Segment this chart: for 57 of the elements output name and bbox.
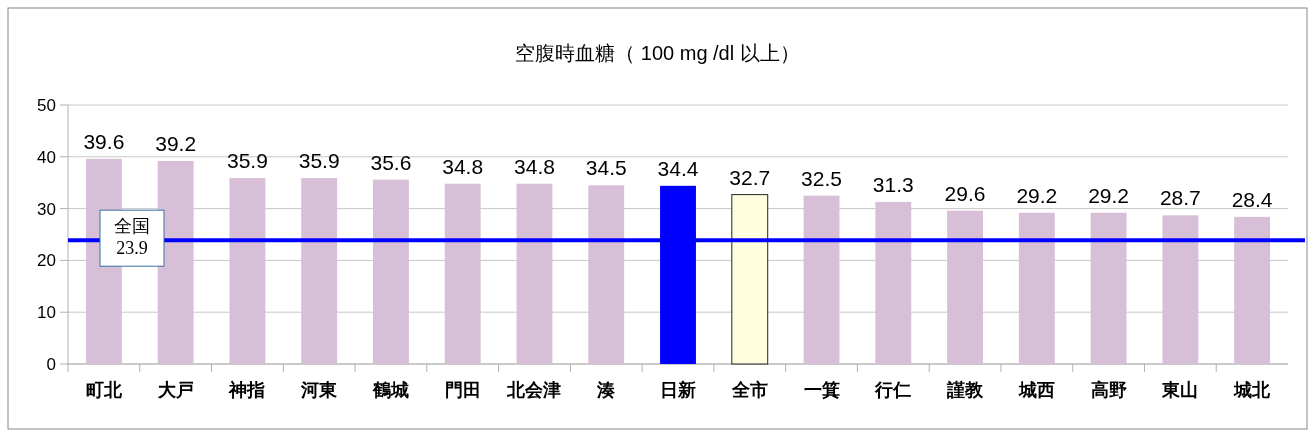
data-label: 39.2 xyxy=(155,131,197,155)
x-tick-label: 大戸 xyxy=(156,380,194,400)
bar xyxy=(301,178,338,364)
x-tick-label: 神指 xyxy=(228,380,266,400)
bar xyxy=(1018,212,1055,364)
data-label: 29.2 xyxy=(1016,183,1058,207)
data-label: 34.5 xyxy=(585,156,627,180)
bar xyxy=(373,179,409,364)
x-tick-label: 行仁 xyxy=(874,380,912,400)
x-tick-label: 門田 xyxy=(444,380,481,400)
bar xyxy=(803,195,840,364)
x-tick-label: 城北 xyxy=(1233,380,1272,400)
x-tick-label: 鶴城 xyxy=(371,380,409,400)
data-label: 39.6 xyxy=(83,129,125,153)
bar xyxy=(588,185,625,364)
data-label: 29.2 xyxy=(1088,183,1130,207)
x-tick-label: 湊 xyxy=(596,380,617,400)
bar xyxy=(444,183,481,364)
y-tick-label: 50 xyxy=(37,96,56,115)
bar xyxy=(157,160,194,364)
data-label: 32.5 xyxy=(801,166,842,190)
data-label: 35.6 xyxy=(370,150,412,174)
bar xyxy=(1090,212,1127,364)
x-tick-label: 城西 xyxy=(1017,380,1055,400)
data-label: 34.8 xyxy=(442,154,484,178)
data-label: 35.9 xyxy=(298,149,340,173)
x-tick-label: 河東 xyxy=(300,380,338,400)
bar xyxy=(1234,216,1271,364)
bar xyxy=(947,210,983,364)
bar xyxy=(1162,215,1199,364)
x-tick-label: 町北 xyxy=(85,380,123,400)
ref-line-label: 全国 23.9 xyxy=(114,216,150,259)
y-tick-label: 40 xyxy=(37,147,56,167)
data-label: 28.7 xyxy=(1159,186,1201,210)
x-tick-label: 北会津 xyxy=(506,380,562,400)
data-label: 34.8 xyxy=(514,154,555,178)
x-tick-label: 高野 xyxy=(1090,380,1127,400)
y-tick-label: 20 xyxy=(37,251,56,271)
data-label: 32.7 xyxy=(729,165,771,189)
x-tick-label: 全市 xyxy=(730,380,768,400)
data-label: 28.4 xyxy=(1231,187,1273,211)
data-label: 29.6 xyxy=(944,181,986,205)
data-label: 34.4 xyxy=(657,156,699,180)
bar xyxy=(731,194,769,365)
x-tick-label: 日新 xyxy=(660,380,696,400)
data-label: 35.9 xyxy=(226,149,268,173)
data-label: 31.3 xyxy=(872,172,914,196)
x-tick-label: 一箕 xyxy=(803,380,840,400)
y-tick-label: 30 xyxy=(37,199,56,219)
y-tick-label: 0 xyxy=(46,355,56,374)
x-tick-label: 東山 xyxy=(1161,380,1199,400)
chart-title: 空腹時血糖（ 100 mg /dl 以上） xyxy=(515,42,800,64)
bar xyxy=(229,178,266,364)
bar xyxy=(516,183,553,364)
y-tick-label: 10 xyxy=(37,303,56,323)
x-tick-label: 謹教 xyxy=(946,380,985,400)
bar xyxy=(875,201,912,364)
